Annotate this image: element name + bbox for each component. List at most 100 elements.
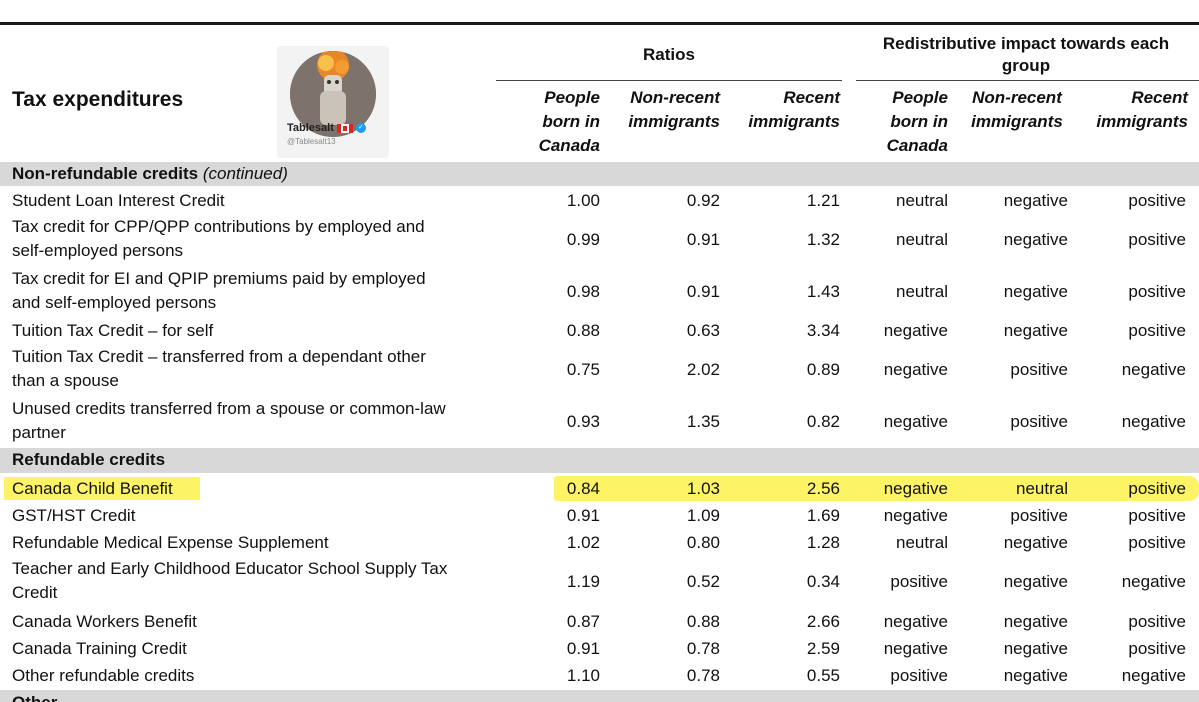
cell-ratio-recent: 1.28: [806, 533, 840, 552]
cell-ratio-recent: 1.21: [806, 191, 840, 210]
cell-ratio-canada: 0.99: [566, 230, 600, 249]
col-header-line: Non-recent: [972, 88, 1062, 107]
cell-ratio-canada: 0.87: [566, 612, 600, 631]
cell-impact-canada: neutral: [896, 191, 948, 210]
cell-impact-nonrecent: negative: [1003, 639, 1068, 658]
row-label: Refundable Medical Expense Supplement: [12, 533, 329, 552]
cell-impact-nonrecent: negative: [1003, 666, 1068, 685]
cell-impact-canada: neutral: [896, 533, 948, 552]
col-header-line: immigrants: [971, 112, 1063, 131]
cell-impact-canada: negative: [883, 479, 948, 498]
cell-ratio-nonrecent: 1.03: [686, 479, 720, 498]
col-header-line: born in: [890, 112, 948, 131]
col-header-line: People: [544, 88, 600, 107]
section-header-other: Other: [0, 690, 1199, 702]
cell-ratio-recent: 1.32: [806, 230, 840, 249]
cell-ratio-recent: 2.56: [806, 479, 840, 498]
cell-ratio-nonrecent: 0.92: [686, 191, 720, 210]
cell-ratio-recent: 1.69: [806, 506, 840, 525]
cell-impact-recent: positive: [1128, 321, 1186, 340]
top-rule: [0, 22, 1199, 25]
cell-impact-nonrecent: negative: [1003, 230, 1068, 249]
group-header-redistributive-line2: group: [1001, 56, 1051, 75]
highlight-marker-label: [4, 477, 200, 500]
section-note: (continued): [202, 164, 288, 183]
col-header-line: Non-recent: [630, 88, 720, 107]
cell-ratio-nonrecent: 0.91: [686, 230, 720, 249]
table-row: Tuition Tax Credit – transferred from a …: [0, 344, 1199, 396]
cell-impact-canada: negative: [883, 506, 948, 525]
table-row: Teacher and Early Childhood Educator Sch…: [0, 556, 1199, 608]
col-header-line: People: [892, 88, 948, 107]
row-label-line1: Tax credit for CPP/QPP contributions by …: [12, 217, 425, 236]
cell-impact-canada: neutral: [896, 230, 948, 249]
cell-ratio-nonrecent: 1.35: [686, 412, 720, 431]
ratios-underline: [496, 80, 842, 81]
table-row-highlighted: Canada Child Benefit 0.84 1.03 2.56 nega…: [0, 476, 1199, 502]
table-row: Refundable Medical Expense Supplement 1.…: [0, 530, 1199, 556]
cell-impact-recent: positive: [1128, 191, 1186, 210]
table-row: Canada Training Credit 0.91 0.78 2.59 ne…: [0, 636, 1199, 662]
group-header-redistributive-line1: Redistributive impact towards each: [882, 34, 1170, 53]
row-label: Tuition Tax Credit – for self: [12, 321, 214, 340]
cell-impact-recent: positive: [1128, 479, 1186, 498]
watermark-name-text: Tablesalt: [287, 122, 334, 134]
cell-impact-canada: negative: [883, 639, 948, 658]
cell-ratio-nonrecent: 0.80: [686, 533, 720, 552]
cell-ratio-nonrecent: 0.52: [686, 572, 720, 591]
col-header-line: Recent: [783, 88, 840, 107]
cell-ratio-nonrecent: 0.63: [686, 321, 720, 340]
col-header-line: Recent: [1131, 88, 1188, 107]
cell-impact-recent: negative: [1121, 412, 1186, 431]
cell-impact-recent: positive: [1128, 230, 1186, 249]
section-header-refundable: Refundable credits: [0, 448, 1199, 473]
col-header-ratio-canada: People born in Canada: [510, 86, 600, 158]
col-header-impact-nonrecent: Non-recent immigrants: [958, 86, 1076, 134]
cell-ratio-nonrecent: 2.02: [686, 360, 720, 379]
cell-impact-nonrecent: positive: [1010, 360, 1068, 379]
cell-ratio-canada: 0.91: [566, 639, 600, 658]
cell-ratio-canada: 0.93: [566, 412, 600, 431]
watermark-name: Tablesalt ✓: [287, 122, 366, 134]
cell-ratio-recent: 3.34: [806, 321, 840, 340]
cell-ratio-nonrecent: 0.78: [686, 666, 720, 685]
row-label-line2: Credit: [12, 583, 58, 602]
cell-impact-recent: positive: [1128, 282, 1186, 301]
table-row: Other refundable credits 1.10 0.78 0.55 …: [0, 663, 1199, 689]
row-label-line1: Unused credits transferred from a spouse…: [12, 399, 446, 418]
cell-impact-recent: negative: [1121, 666, 1186, 685]
section-title: Refundable credits: [12, 450, 166, 469]
cell-impact-nonrecent: positive: [1010, 506, 1068, 525]
watermark-badge: Tablesalt ✓ @Tablesalt13: [277, 46, 389, 158]
cell-ratio-recent: 0.82: [806, 412, 840, 431]
row-label-line2: and self-employed persons: [12, 293, 217, 312]
cell-ratio-recent: 2.66: [806, 612, 840, 631]
table-row: Canada Workers Benefit 0.87 0.88 2.66 ne…: [0, 609, 1199, 635]
row-label-line2: than a spouse: [12, 371, 119, 390]
verified-badge-icon: ✓: [355, 123, 366, 134]
cell-impact-recent: positive: [1128, 612, 1186, 631]
cell-impact-canada: negative: [883, 360, 948, 379]
cell-ratio-recent: 2.59: [806, 639, 840, 658]
col-header-line: Canada: [538, 136, 600, 155]
col-header-ratio-recent: Recent immigrants: [728, 86, 840, 134]
column-header-tax-expenditures: Tax expenditures: [12, 88, 184, 111]
cell-impact-nonrecent: negative: [1003, 321, 1068, 340]
cell-impact-recent: positive: [1128, 639, 1186, 658]
cell-impact-nonrecent: positive: [1010, 412, 1068, 431]
col-header-impact-canada: People born in Canada: [866, 86, 948, 158]
watermark-handle: @Tablesalt13: [287, 137, 336, 146]
cell-ratio-recent: 0.34: [806, 572, 840, 591]
highlight-marker-values: [554, 476, 1199, 501]
cell-impact-nonrecent: neutral: [1016, 479, 1068, 498]
cell-impact-canada: neutral: [896, 282, 948, 301]
col-header-line: born in: [542, 112, 600, 131]
section-title: Non-refundable credits (continued): [12, 162, 288, 186]
row-label: Other refundable credits: [12, 666, 195, 685]
redistributive-underline: [856, 80, 1199, 81]
col-header-line: immigrants: [628, 112, 720, 131]
cell-impact-recent: positive: [1128, 533, 1186, 552]
cell-impact-nonrecent: negative: [1003, 533, 1068, 552]
cell-ratio-nonrecent: 0.78: [686, 639, 720, 658]
table-row: Tuition Tax Credit – for self 0.88 0.63 …: [0, 318, 1199, 344]
